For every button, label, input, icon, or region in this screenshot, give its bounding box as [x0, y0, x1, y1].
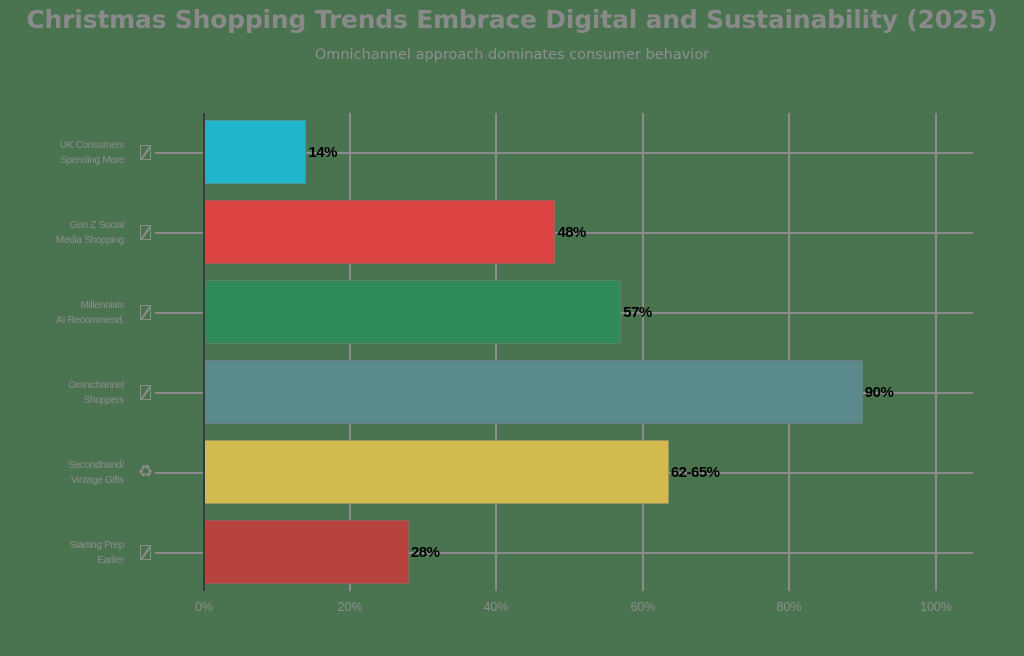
gridline-y-5	[155, 552, 973, 554]
x-tick-label: 60%	[630, 600, 656, 614]
missing-glyph-icon	[138, 304, 153, 321]
x-tick-label: 100%	[920, 600, 952, 614]
bar-value-label: 57%	[623, 304, 652, 321]
missing-glyph-icon	[138, 544, 153, 561]
bar-value-label: 28%	[410, 544, 440, 561]
gridline-y-0	[155, 152, 973, 154]
bar-value-label: 48%	[557, 224, 586, 241]
category-label: Secondhand/Vintage Gifts	[68, 460, 124, 486]
category-label: Starting Prep Earlier	[69, 540, 125, 566]
x-tick-label: 0%	[194, 600, 214, 614]
gridline-x-100	[935, 113, 937, 591]
bar	[204, 280, 622, 344]
gridline-x-20	[349, 113, 351, 591]
x-tick-label: 20%	[337, 600, 363, 614]
category-label: Gen Z Social Media Shopping	[55, 220, 124, 246]
gridline-x-80	[788, 113, 790, 591]
x-tick-label: 80%	[776, 600, 802, 614]
missing-glyph-icon	[138, 144, 153, 161]
bar	[204, 360, 863, 424]
chart-title: Christmas Shopping Trends Embrace Digita…	[26, 5, 998, 34]
gridline-y-1	[155, 232, 973, 234]
category-label: UK Consumers Spending More	[59, 140, 125, 166]
x-tick-label: 40%	[483, 600, 509, 614]
bar-value-label: 14%	[308, 144, 337, 161]
chart-subtitle: Omnichannel approach dominates consumer …	[314, 47, 710, 63]
category-label: Millennials AI Recommend.	[56, 300, 124, 326]
bar-value-label: 62-65%	[670, 464, 720, 481]
gridline-x-60	[642, 113, 644, 591]
category-label: Omnichannel Shoppers	[68, 380, 124, 406]
bar	[204, 200, 556, 264]
y-axis-line	[203, 113, 205, 591]
bar	[204, 440, 669, 504]
gridline-x-40	[495, 113, 497, 591]
bar-value-label: 90%	[864, 384, 894, 401]
missing-glyph-icon	[138, 224, 153, 241]
missing-glyph-icon	[138, 384, 153, 401]
bar	[204, 120, 307, 184]
bar	[204, 520, 409, 584]
recycle-icon: ♻	[137, 462, 154, 482]
